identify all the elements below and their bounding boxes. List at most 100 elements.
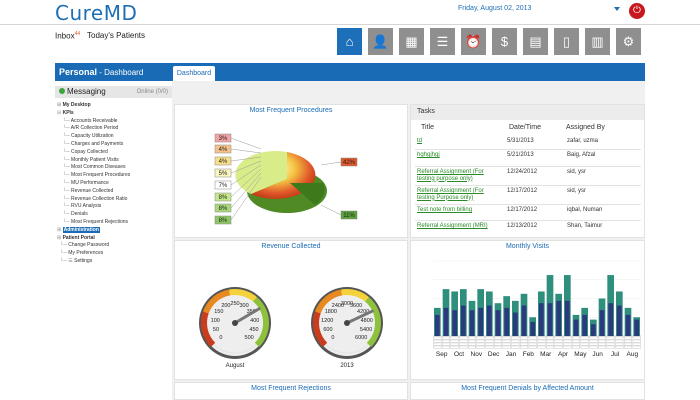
task-title-link[interactable]: Referral Assignment (MRI): [417, 223, 488, 229]
calendar-button[interactable]: ▦: [399, 28, 424, 55]
task-title-link[interactable]: td: [417, 138, 423, 144]
user-button[interactable]: 👤: [368, 28, 393, 55]
tree-connector: └─: [57, 187, 72, 194]
pie-slice-label: 8%: [214, 172, 262, 213]
tree-item[interactable]: └─ Revenue Collection Ratio: [57, 196, 130, 204]
axis-table-cell: [519, 339, 529, 343]
gauge-tick-label: 300: [239, 303, 248, 309]
gauge-tick-label: 100: [211, 318, 220, 324]
tree-item[interactable]: ⊟ KPIs: [57, 110, 130, 118]
gauge-tick-label: 0: [331, 335, 334, 341]
database-icon: ☰: [436, 34, 449, 49]
axis-table-cell: [545, 339, 555, 343]
tree-item[interactable]: ⊞ My Desktop: [57, 102, 130, 110]
tree-item[interactable]: └─ Revenue Collected: [57, 188, 130, 196]
tree-item[interactable]: └─ Most Frequent Rejections: [57, 219, 130, 227]
tree-item[interactable]: └─ Most Frequent Procedures: [57, 172, 131, 180]
tab-bar: [172, 63, 645, 81]
tab-dashboard[interactable]: Dashboard: [173, 66, 215, 81]
gauge-tick-label: 4800: [361, 318, 373, 324]
bar-series-1: [513, 312, 518, 336]
tree-connector: └─: [57, 218, 72, 225]
tree-connector: └─: [57, 195, 72, 202]
bar-series-1: [521, 305, 527, 336]
messaging-bar[interactable]: Messaging Online (0/0): [55, 86, 172, 98]
user-icon: 👤: [372, 34, 389, 49]
axis-table-cell: [441, 345, 451, 349]
axis-table-cell: [493, 345, 503, 349]
task-title-link[interactable]: hghgjhgj: [417, 152, 440, 158]
gear-button[interactable]: ⚙: [616, 28, 641, 55]
axis-table-cell: [467, 345, 477, 349]
tree-item[interactable]: └─ Monthly Patient Visits: [57, 157, 130, 165]
gauge-hub: [344, 320, 350, 326]
tree-item[interactable]: └─ MU Performance: [57, 180, 130, 188]
gauge-tick-label: 200: [221, 303, 230, 309]
alarm-clock-button[interactable]: ⏰: [461, 28, 486, 55]
axis-table-cell: [485, 339, 494, 343]
axis-table-cell: [597, 345, 607, 349]
date-selector[interactable]: Friday, August 02, 2013: [458, 5, 532, 12]
task-title-link[interactable]: Referral Assignment (For testing purpose…: [417, 169, 484, 182]
tree-item[interactable]: └─ My Preferences: [57, 250, 130, 258]
task-title-link[interactable]: Referral Assignment (For testing Purpose…: [417, 188, 484, 201]
visits-bar-chart: Sep Oct Nov Dec Jan Feb Mar Apr May Jun Jul Aug: [433, 260, 641, 358]
pie-slice-label: 42%: [320, 157, 358, 167]
chevron-down-icon[interactable]: [614, 7, 620, 11]
axis-table-cell: [459, 339, 468, 343]
tree-item-label: Most Frequent Rejections: [71, 218, 129, 225]
tree-item-label: RVU Analysis: [71, 203, 102, 210]
bar-series-1: [435, 314, 440, 336]
tree-connector: └─: [57, 133, 72, 140]
tree-item[interactable]: └─ RVU Analysis: [57, 203, 130, 211]
tree-item[interactable]: └─ ☰ Settings: [57, 258, 130, 266]
gauge: 050100150200250300350400450500August: [199, 287, 271, 369]
tree-item-label: Revenue Collected: [71, 187, 114, 194]
x-tick-label: Jul: [611, 351, 620, 358]
task-date: 5/31/2013: [507, 138, 534, 144]
tree-item[interactable]: ⊞ Patient Portal: [57, 235, 130, 243]
tree-item[interactable]: └─ Change Password: [57, 242, 130, 250]
database-button[interactable]: ☰: [430, 28, 455, 55]
axis-table-cell: [433, 345, 442, 349]
home-button[interactable]: ⌂: [337, 28, 362, 55]
tasks-header: [411, 105, 644, 120]
axis-table-cell: [537, 336, 546, 340]
gauge-hub: [232, 320, 238, 326]
power-icon[interactable]: ⏻: [629, 3, 645, 19]
task-title-link[interactable]: Test note from billing: [417, 207, 473, 213]
axis-table-cell: [441, 342, 451, 346]
tree-connector: ⊞: [57, 102, 63, 108]
sidebar-subtitle: - Dashboard: [99, 68, 144, 77]
film-button[interactable]: ▥: [585, 28, 610, 55]
axis-table-cell: [545, 345, 555, 349]
todays-patients-link[interactable]: Today's Patients: [87, 31, 146, 40]
tree-item[interactable]: └─ Capacity Utilization: [57, 133, 130, 141]
axis-table-cell: [502, 345, 511, 349]
axis-table-cell: [450, 339, 459, 343]
inbox-link[interactable]: Inbox44: [55, 31, 80, 41]
tree-item[interactable]: └─ Most Common Diseases: [57, 164, 130, 172]
axis-table-cell: [606, 336, 615, 340]
book-button[interactable]: ▯: [554, 28, 579, 55]
money-button[interactable]: ▤: [523, 28, 548, 55]
inbox-count: 44: [74, 31, 81, 37]
tree-item[interactable]: └─ Charges and Payments: [57, 141, 130, 149]
x-tick-label: Jan: [506, 351, 517, 358]
tree-item[interactable]: └─ Accounts Receivable: [57, 118, 130, 126]
tree-item[interactable]: └─ Copay Collected: [57, 149, 130, 157]
tree-item[interactable]: └─ A/R Collection Period: [57, 125, 130, 133]
gauge-band: [364, 296, 381, 348]
axis-table-cell: [606, 339, 615, 343]
tree-item[interactable]: ⊞ Administration: [57, 226, 130, 235]
bar-series-1: [547, 303, 553, 336]
visits-panel: Monthly Visits Sep Oct Nov Dec Jan Feb Mar Apr M…: [410, 240, 645, 380]
tree-connector: └─: [57, 164, 72, 171]
tree-item[interactable]: └─ Denials: [57, 211, 130, 219]
x-tick-label: May: [574, 351, 587, 358]
dollar-button[interactable]: $: [492, 28, 517, 55]
task-assigned-by: sid, ysr: [567, 188, 587, 194]
axis-table-cell: [589, 339, 598, 343]
column-assigned-by: Assigned By: [566, 124, 605, 131]
